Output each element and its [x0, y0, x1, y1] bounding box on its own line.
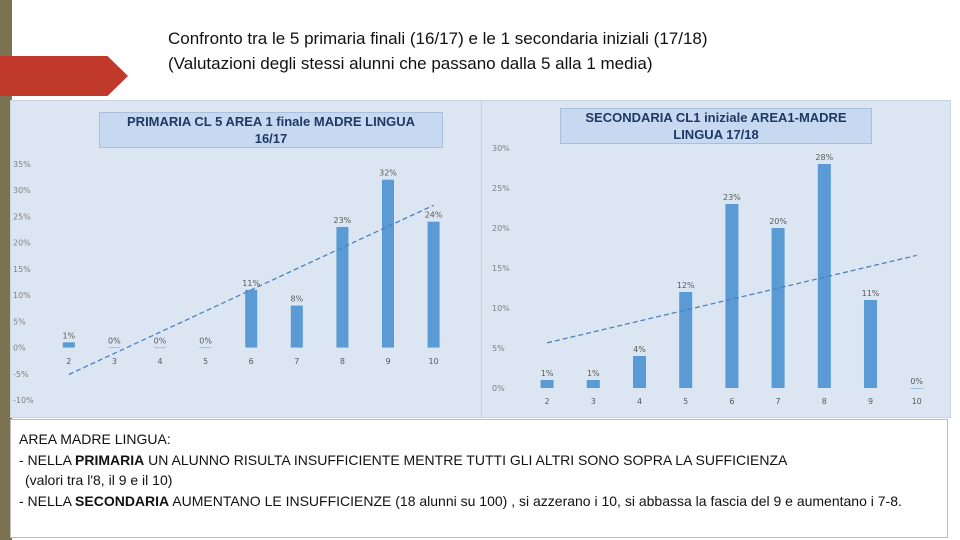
bar-primaria	[62, 342, 75, 348]
y-tick-secondaria: 25%	[492, 184, 510, 193]
chart-title-primaria: PRIMARIA CL 5 AREA 1 finale MADRE LINGUA…	[99, 112, 443, 148]
bar-secondaria	[817, 164, 831, 388]
bar-primaria	[108, 347, 121, 349]
data-label-primaria: 0%	[199, 337, 212, 346]
y-tick-primaria: 10%	[13, 291, 31, 300]
bar-primaria	[154, 347, 166, 349]
data-label-secondaria: 1%	[587, 369, 600, 378]
y-tick-secondaria: 5%	[492, 344, 505, 353]
y-tick-secondaria: 30%	[492, 144, 510, 153]
data-label-secondaria: 1%	[541, 369, 554, 378]
x-tick-primaria: 2	[66, 357, 71, 366]
data-label-secondaria: 23%	[723, 193, 741, 202]
side-strip	[0, 0, 12, 540]
bar-primaria	[290, 305, 303, 348]
bar-primaria	[382, 179, 394, 348]
y-tick-secondaria: 10%	[492, 304, 510, 313]
x-tick-secondaria: 4	[637, 397, 642, 406]
x-tick-secondaria: 6	[729, 397, 734, 406]
data-label-secondaria: 12%	[677, 281, 695, 290]
bar-primaria	[245, 289, 258, 348]
chart-title-primaria-line-1: PRIMARIA CL 5 AREA 1 finale MADRE LINGUA	[127, 114, 415, 129]
red-arrow-tab	[0, 56, 128, 96]
x-tick-primaria: 9	[385, 357, 390, 366]
bar-secondaria	[679, 292, 693, 388]
x-tick-secondaria: 2	[545, 397, 550, 406]
y-tick-primaria: 15%	[13, 265, 31, 274]
bar-secondaria	[633, 356, 646, 388]
x-tick-primaria: 4	[157, 357, 162, 366]
bar-secondaria	[864, 300, 877, 388]
x-tick-secondaria: 7	[776, 397, 781, 406]
notes-heading: AREA MADRE LINGUA:	[19, 431, 171, 447]
notes-secondaria-rest: AUMENTANO LE INSUFFICIENZE (18 alunni su…	[169, 492, 902, 509]
trendline-primaria	[68, 204, 434, 376]
x-tick-secondaria: 3	[591, 397, 596, 406]
y-tick-primaria: 20%	[13, 239, 31, 248]
bar-secondaria	[540, 380, 554, 388]
x-tick-secondaria: 10	[912, 397, 922, 406]
notes-primaria-rest: UN ALUNNO RISULTA INSUFFICIENTE MENTRE T…	[144, 451, 788, 468]
data-label-secondaria: 11%	[862, 289, 880, 298]
chart-title-secondaria: SECONDARIA CL1 iniziale AREA1-MADRE LING…	[560, 108, 872, 144]
x-tick-primaria: 10	[429, 357, 439, 366]
bar-primaria	[336, 226, 349, 348]
notes-primaria-bold: PRIMARIA	[75, 451, 145, 468]
notes-primaria-cont: (valori tra l'8, il 9 e il 10)	[25, 472, 173, 488]
bar-secondaria	[725, 204, 739, 388]
data-label-primaria: 11%	[242, 279, 260, 288]
bar-primaria	[199, 347, 212, 349]
x-tick-secondaria: 9	[868, 397, 873, 406]
x-tick-primaria: 7	[294, 357, 299, 366]
x-tick-secondaria: 5	[683, 397, 688, 406]
title-line-1: Confronto tra le 5 primaria finali (16/1…	[168, 29, 708, 48]
data-label-primaria: 32%	[379, 169, 397, 178]
data-label-secondaria: 20%	[769, 217, 787, 226]
y-tick-primaria: 35%	[13, 160, 31, 169]
y-tick-secondaria: 15%	[492, 264, 510, 273]
notes-secondaria-bold: SECONDARIA	[75, 492, 170, 509]
bar-secondaria	[771, 228, 785, 388]
chart-primaria: 35%30%25%20%15%10%5%0%-5%-10%1%20%30%40%…	[13, 160, 443, 405]
y-tick-primaria: -5%	[13, 370, 29, 379]
chart-panel-secondaria: SECONDARIA CL1 iniziale AREA1-MADRE LING…	[481, 100, 951, 418]
data-label-primaria: 0%	[108, 337, 121, 346]
y-tick-primaria: -10%	[13, 396, 34, 405]
y-tick-secondaria: 0%	[492, 384, 505, 393]
y-tick-secondaria: 20%	[492, 224, 510, 233]
data-label-secondaria: 0%	[910, 377, 923, 386]
y-tick-primaria: 30%	[13, 186, 31, 195]
data-label-primaria: 1%	[62, 331, 75, 340]
x-tick-primaria: 6	[249, 357, 254, 366]
notes-box: AREA MADRE LINGUA: - NELLA PRIMARIA UN A…	[10, 419, 948, 538]
notes-primaria-prefix: - NELLA	[19, 451, 76, 468]
bar-primaria	[427, 221, 440, 348]
x-tick-primaria: 5	[203, 357, 208, 366]
trendline-secondaria	[546, 254, 917, 344]
data-label-secondaria: 28%	[815, 153, 833, 162]
page-title: Confronto tra le 5 primaria finali (16/1…	[168, 26, 938, 76]
data-label-primaria: 0%	[154, 337, 167, 346]
y-tick-primaria: 5%	[13, 317, 26, 326]
data-label-primaria: 24%	[425, 211, 443, 220]
y-tick-primaria: 25%	[13, 212, 31, 221]
chart-title-secondaria-line-2: LINGUA 17/18	[673, 127, 759, 142]
y-tick-primaria: 0%	[13, 344, 26, 353]
x-tick-primaria: 3	[112, 357, 117, 366]
data-label-primaria: 8%	[290, 295, 303, 304]
data-label-secondaria: 4%	[633, 345, 646, 354]
notes-primaria-line: - NELLA PRIMARIA UN ALUNNO RISULTA INSUF…	[19, 450, 947, 471]
chart-secondaria: 30% 25% 20% 15% 10% 5% 0% 1% 2 1% 3 4% 4 12% 5 23% 6 20% 7…	[492, 144, 924, 406]
chart-title-secondaria-line-1: SECONDARIA CL1 iniziale AREA1-MADRE	[585, 110, 847, 125]
notes-secondaria-prefix: - NELLA	[19, 492, 76, 509]
bar-secondaria	[910, 388, 924, 389]
data-label-primaria: 23%	[334, 216, 352, 225]
chart-panel-primaria: PRIMARIA CL 5 AREA 1 finale MADRE LINGUA…	[10, 100, 482, 418]
chart-title-primaria-line-2: 16/17	[254, 131, 288, 146]
x-tick-primaria: 8	[340, 357, 345, 366]
title-line-2: (Valutazioni degli stessi alunni che pas…	[168, 54, 653, 73]
notes-secondaria-line: - NELLA SECONDARIA AUMENTANO LE INSUFFIC…	[19, 491, 947, 512]
bar-secondaria	[586, 380, 600, 388]
x-tick-secondaria: 8	[822, 397, 827, 406]
